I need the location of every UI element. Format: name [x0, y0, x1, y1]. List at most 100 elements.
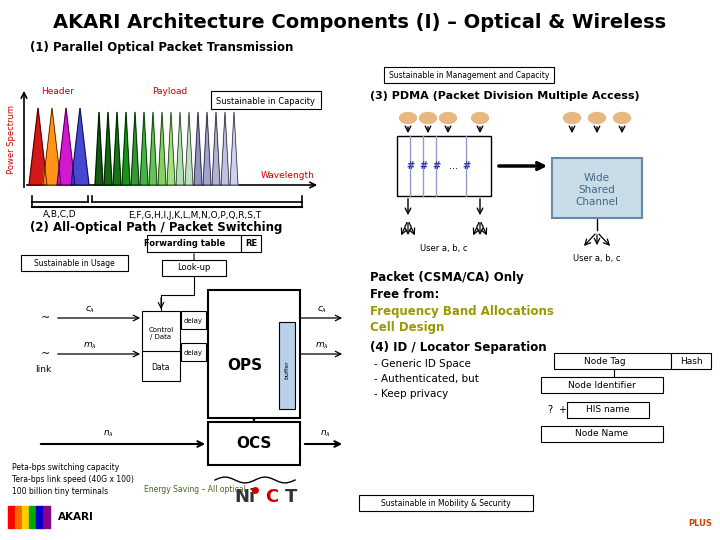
Text: Hash: Hash [680, 356, 702, 366]
Text: $c_\lambda$: $c_\lambda$ [85, 305, 95, 315]
FancyBboxPatch shape [162, 260, 226, 276]
Text: Peta-bps switching capacity: Peta-bps switching capacity [12, 463, 120, 472]
Text: ~: ~ [40, 349, 50, 359]
Text: ?: ? [547, 405, 552, 415]
Polygon shape [95, 112, 103, 185]
Text: Energy Saving – All optical: Energy Saving – All optical [144, 485, 246, 495]
Text: Sustainable in Management and Capacity: Sustainable in Management and Capacity [389, 71, 549, 79]
Text: Power Spectrum: Power Spectrum [7, 105, 17, 174]
Polygon shape [194, 112, 202, 185]
FancyBboxPatch shape [671, 353, 711, 369]
Polygon shape [57, 108, 75, 185]
Polygon shape [131, 112, 139, 185]
Text: #: # [432, 161, 440, 171]
Text: ~: ~ [40, 313, 50, 323]
Text: $m_\lambda$: $m_\lambda$ [83, 341, 97, 351]
Bar [552, 158, 642, 218]
Polygon shape [149, 112, 157, 185]
Text: delay: delay [184, 350, 202, 356]
Text: RE: RE [245, 240, 257, 248]
Polygon shape [212, 112, 220, 185]
FancyBboxPatch shape [181, 311, 206, 329]
Text: $n_\lambda$: $n_\lambda$ [102, 429, 114, 439]
FancyBboxPatch shape [211, 91, 321, 109]
Text: User a, b, c: User a, b, c [420, 244, 468, 253]
Text: #: # [462, 161, 470, 171]
Text: Node Tag: Node Tag [584, 356, 626, 366]
FancyBboxPatch shape [541, 426, 663, 442]
Ellipse shape [588, 112, 606, 124]
Text: - Authenticated, but: - Authenticated, but [374, 374, 479, 384]
Text: PLUS: PLUS [688, 518, 712, 528]
Polygon shape [29, 108, 47, 185]
Polygon shape [167, 112, 175, 185]
FancyBboxPatch shape [279, 322, 295, 409]
Text: Free from:: Free from: [370, 288, 439, 301]
Text: AKARI Architecture Components (I) – Optical & Wireless: AKARI Architecture Components (I) – Opti… [53, 12, 667, 31]
Text: - Generic ID Space: - Generic ID Space [374, 359, 471, 369]
Bar [208, 290, 300, 418]
FancyBboxPatch shape [359, 495, 533, 511]
Ellipse shape [472, 112, 488, 124]
Text: Node Identifier: Node Identifier [568, 381, 636, 389]
Bar [22, 506, 29, 528]
Text: (4) ID / Locator Separation: (4) ID / Locator Separation [370, 341, 546, 354]
Ellipse shape [420, 112, 436, 124]
Polygon shape [71, 108, 89, 185]
Text: Wide
Shared
Channel: Wide Shared Channel [575, 173, 618, 207]
Text: A,B,C,D: A,B,C,D [43, 211, 77, 219]
Polygon shape [140, 112, 148, 185]
Text: $c_\lambda$: $c_\lambda$ [317, 305, 327, 315]
Ellipse shape [564, 112, 580, 124]
Text: (1) Parallel Optical Packet Transmission: (1) Parallel Optical Packet Transmission [30, 42, 293, 55]
Text: $m_\lambda$: $m_\lambda$ [315, 341, 329, 351]
Text: Ni: Ni [234, 488, 255, 506]
Text: (2) All-Optical Path / Packet Switching: (2) All-Optical Path / Packet Switching [30, 221, 282, 234]
Bar [8, 506, 15, 528]
Bar [36, 506, 43, 528]
Polygon shape [185, 112, 193, 185]
Ellipse shape [439, 112, 456, 124]
FancyBboxPatch shape [21, 255, 128, 271]
FancyBboxPatch shape [147, 235, 241, 252]
FancyBboxPatch shape [384, 67, 554, 83]
Text: OCS: OCS [236, 436, 271, 451]
Text: link: link [35, 366, 51, 375]
Text: Sustainable in Usage: Sustainable in Usage [34, 259, 114, 267]
FancyBboxPatch shape [567, 402, 649, 418]
Text: $n_\lambda$: $n_\lambda$ [320, 429, 330, 439]
FancyBboxPatch shape [181, 343, 206, 361]
Text: Wavelength: Wavelength [261, 171, 315, 179]
Polygon shape [230, 112, 238, 185]
Text: ...: ... [449, 161, 457, 171]
Polygon shape [221, 112, 229, 185]
Text: T: T [285, 488, 297, 506]
FancyBboxPatch shape [142, 311, 180, 355]
FancyBboxPatch shape [541, 377, 663, 393]
Text: Look-up: Look-up [177, 264, 211, 273]
Text: #: # [406, 161, 414, 171]
Text: Control
/ Data: Control / Data [148, 327, 174, 341]
FancyBboxPatch shape [142, 351, 180, 381]
Text: Node Name: Node Name [575, 429, 629, 438]
Text: Sustainable in Capacity: Sustainable in Capacity [217, 97, 315, 105]
Text: OPS: OPS [228, 357, 263, 373]
FancyBboxPatch shape [241, 235, 261, 252]
Polygon shape [176, 112, 184, 185]
FancyBboxPatch shape [554, 353, 671, 369]
Text: AKARI: AKARI [58, 512, 94, 522]
Text: Sustainable in Mobility & Security: Sustainable in Mobility & Security [381, 498, 511, 508]
Text: +: + [558, 405, 566, 415]
Text: HIS name: HIS name [586, 406, 630, 415]
Ellipse shape [613, 112, 631, 124]
Polygon shape [43, 108, 61, 185]
Text: Header: Header [42, 87, 74, 97]
Text: Tera-bps link speed (40G x 100): Tera-bps link speed (40G x 100) [12, 476, 134, 484]
Text: Forwarding table: Forwarding table [145, 240, 225, 248]
Polygon shape [122, 112, 130, 185]
Text: buffer: buffer [284, 361, 289, 380]
Polygon shape [104, 112, 112, 185]
Bar [208, 422, 300, 465]
Text: Packet (CSMA/CA) Only: Packet (CSMA/CA) Only [370, 272, 523, 285]
Bar [29, 506, 36, 528]
